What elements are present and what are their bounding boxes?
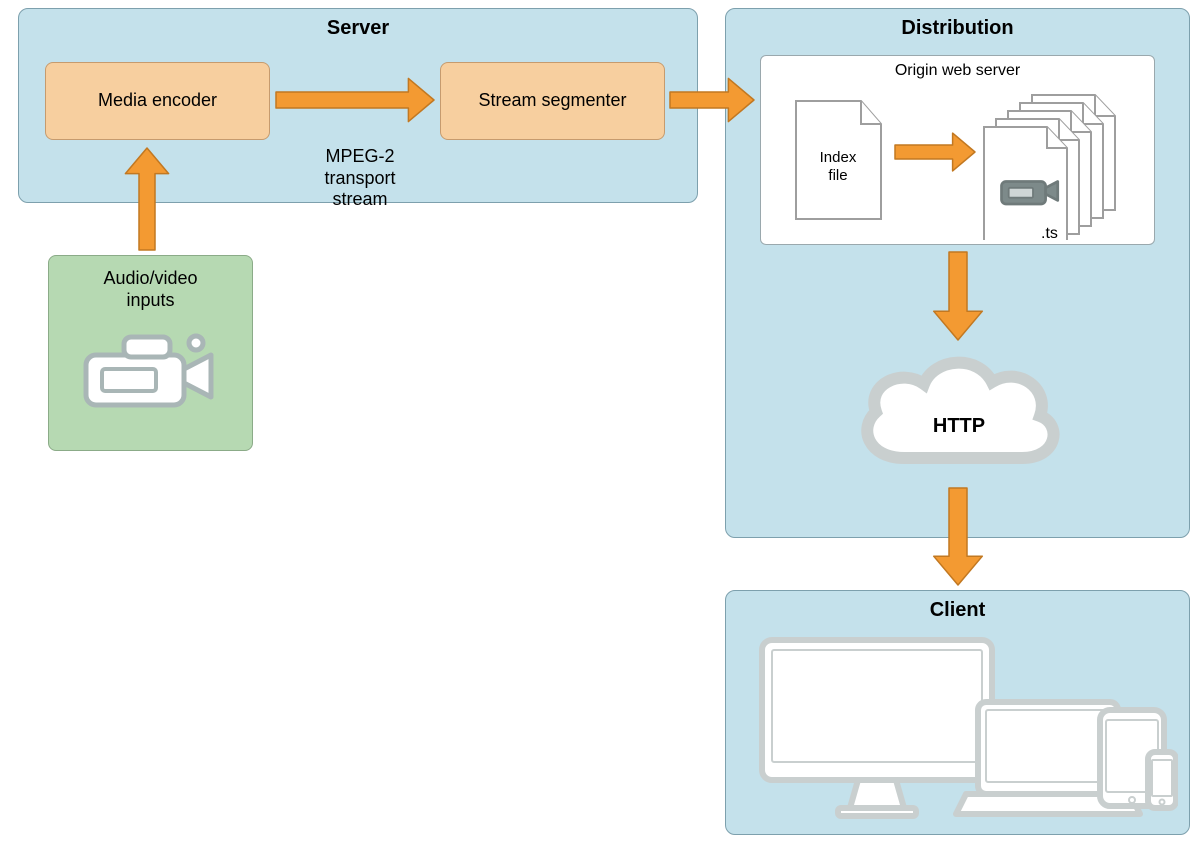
media-encoder-label: Media encoder [98, 90, 217, 112]
av-inputs-node: Audio/video inputs [48, 255, 253, 451]
http-cloud-icon: HTTP [850, 348, 1068, 488]
stream-segmenter-label: Stream segmenter [478, 90, 626, 112]
mpeg2-label: MPEG-2 transport stream [290, 146, 430, 211]
client-devices-icon [748, 630, 1178, 830]
media-encoder-node: Media encoder [45, 62, 270, 140]
origin-web-server-box: Origin web server Indexfile .ts [760, 55, 1155, 245]
distribution-title: Distribution [726, 17, 1189, 40]
index-file-icon: Indexfile [791, 96, 886, 224]
client-title: Client [726, 599, 1189, 622]
server-title: Server [19, 17, 697, 40]
av-inputs-label: Audio/video inputs [103, 268, 197, 311]
ts-file-label: .ts [1041, 225, 1058, 240]
camcorder-icon [76, 325, 226, 420]
origin-web-server-title: Origin web server [761, 62, 1154, 80]
http-label: HTTP [933, 415, 985, 437]
stream-segmenter-node: Stream segmenter [440, 62, 665, 140]
ts-files-icon: .ts [979, 90, 1139, 240]
